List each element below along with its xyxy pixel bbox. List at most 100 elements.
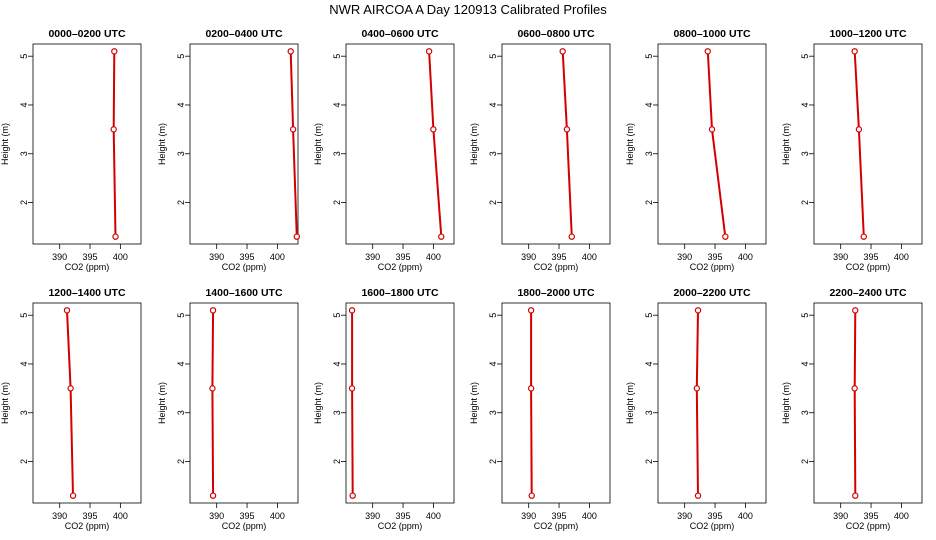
x-tick-label: 395 bbox=[864, 252, 879, 262]
x-tick-label: 400 bbox=[582, 252, 597, 262]
panel-title: 2000–2200 UTC bbox=[673, 287, 750, 299]
y-tick-label: 4 bbox=[332, 102, 342, 107]
y-tick-label: 2 bbox=[644, 459, 654, 464]
y-axis-label: Height (m) bbox=[625, 382, 635, 424]
y-axis-label: Height (m) bbox=[469, 382, 479, 424]
panel-11: 2000–2200 UTC 390 395 400 2 3 4 5 CO2 (ppm) Heigh… bbox=[625, 287, 767, 531]
profile-line bbox=[530, 310, 533, 496]
x-tick-label: 395 bbox=[83, 511, 98, 521]
data-point bbox=[430, 126, 437, 133]
y-axis-label: Height (m) bbox=[0, 123, 10, 165]
data-point bbox=[563, 126, 571, 133]
data-point bbox=[112, 233, 119, 240]
y-axis-label: Height (m) bbox=[781, 382, 791, 424]
panel-8: 1400–1600 UTC 390 395 400 2 3 4 5 CO2 (ppm) Heigh… bbox=[157, 287, 299, 531]
y-tick-label: 3 bbox=[488, 410, 498, 415]
x-tick-label: 395 bbox=[708, 252, 723, 262]
x-tick-label: 400 bbox=[270, 252, 285, 262]
profile-line bbox=[706, 51, 727, 237]
x-tick-label: 400 bbox=[270, 511, 285, 521]
y-axis-label: Height (m) bbox=[469, 123, 479, 165]
x-axis-label: CO2 (ppm) bbox=[378, 262, 423, 272]
x-tick-label: 395 bbox=[708, 511, 723, 521]
y-tick-label: 4 bbox=[644, 102, 654, 107]
x-tick-label: 390 bbox=[209, 511, 224, 521]
x-tick-label: 400 bbox=[582, 511, 597, 521]
x-tick-label: 395 bbox=[552, 252, 567, 262]
profile-line bbox=[112, 51, 117, 237]
y-tick-label: 2 bbox=[176, 459, 186, 464]
y-tick-label: 3 bbox=[800, 410, 810, 415]
profile-line bbox=[853, 310, 857, 496]
x-tick-label: 400 bbox=[426, 252, 441, 262]
panel-3: 0400–0600 UTC 390 395 400 2 3 4 5 CO2 (ppm) Heigh… bbox=[313, 28, 455, 272]
profile-line bbox=[351, 310, 354, 496]
data-point bbox=[209, 307, 217, 314]
x-axis-label: CO2 (ppm) bbox=[690, 262, 735, 272]
panel-title: 0800–1000 UTC bbox=[673, 28, 750, 40]
data-point bbox=[287, 48, 294, 55]
x-tick-label: 400 bbox=[426, 511, 441, 521]
x-axis-label: CO2 (ppm) bbox=[846, 521, 891, 531]
panel-title: 2200–2400 UTC bbox=[829, 287, 906, 299]
x-tick-label: 395 bbox=[864, 511, 879, 521]
data-point bbox=[527, 307, 535, 314]
plot-frame bbox=[813, 43, 923, 245]
x-axis-label: CO2 (ppm) bbox=[690, 521, 735, 531]
y-tick-label: 2 bbox=[19, 459, 29, 464]
y-tick-label: 5 bbox=[176, 313, 186, 318]
panel-title: 1200–1400 UTC bbox=[48, 287, 125, 299]
y-tick-label: 5 bbox=[644, 313, 654, 318]
plot-frame bbox=[345, 43, 455, 245]
panel-9: 1600–1800 UTC 390 395 400 2 3 4 5 CO2 (ppm) Heigh… bbox=[313, 287, 455, 531]
plot-frame bbox=[657, 43, 767, 245]
y-tick-label: 2 bbox=[332, 200, 342, 205]
x-tick-label: 390 bbox=[521, 252, 536, 262]
plot-frame bbox=[813, 302, 923, 504]
data-point bbox=[209, 492, 217, 499]
panel-title: 1400–1600 UTC bbox=[205, 287, 282, 299]
plot-frame bbox=[189, 302, 299, 504]
y-tick-label: 4 bbox=[332, 361, 342, 366]
y-tick-label: 5 bbox=[176, 54, 186, 59]
y-tick-label: 5 bbox=[488, 54, 498, 59]
y-tick-label: 4 bbox=[800, 361, 810, 366]
profile-line bbox=[695, 310, 699, 496]
plot-frame bbox=[657, 302, 767, 504]
data-point bbox=[110, 126, 117, 133]
x-tick-label: 395 bbox=[240, 511, 255, 521]
data-point bbox=[722, 233, 729, 240]
data-point bbox=[708, 126, 716, 133]
data-point bbox=[348, 385, 356, 392]
data-point bbox=[438, 233, 445, 240]
data-point bbox=[527, 385, 535, 392]
y-tick-label: 2 bbox=[176, 200, 186, 205]
data-point bbox=[559, 48, 566, 55]
x-tick-label: 395 bbox=[83, 252, 98, 262]
x-tick-label: 395 bbox=[396, 252, 411, 262]
x-tick-label: 400 bbox=[113, 252, 128, 262]
x-axis-label: CO2 (ppm) bbox=[846, 262, 891, 272]
y-tick-label: 4 bbox=[19, 102, 29, 107]
plot-frame bbox=[501, 43, 611, 245]
data-point bbox=[349, 492, 356, 499]
data-point bbox=[852, 492, 859, 499]
x-tick-label: 390 bbox=[52, 252, 67, 262]
y-tick-label: 2 bbox=[488, 200, 498, 205]
panel-10: 1800–2000 UTC 390 395 400 2 3 4 5 CO2 (ppm) Heigh… bbox=[469, 287, 611, 531]
y-tick-label: 4 bbox=[176, 361, 186, 366]
data-point bbox=[852, 307, 859, 314]
y-tick-label: 4 bbox=[644, 361, 654, 366]
panel-title: 0400–0600 UTC bbox=[361, 28, 438, 40]
plot-frame bbox=[501, 302, 611, 504]
y-tick-label: 5 bbox=[19, 313, 29, 318]
y-tick-label: 5 bbox=[488, 313, 498, 318]
y-tick-label: 3 bbox=[332, 151, 342, 156]
y-tick-label: 3 bbox=[800, 151, 810, 156]
x-tick-label: 390 bbox=[833, 252, 848, 262]
panel-6: 1000–1200 UTC 390 395 400 2 3 4 5 CO2 (ppm) Heigh… bbox=[781, 28, 923, 272]
profile-line bbox=[66, 310, 74, 496]
panel-7: 1200–1400 UTC 390 395 400 2 3 4 5 CO2 (ppm) Heigh… bbox=[0, 287, 142, 531]
profile-line bbox=[211, 310, 215, 496]
